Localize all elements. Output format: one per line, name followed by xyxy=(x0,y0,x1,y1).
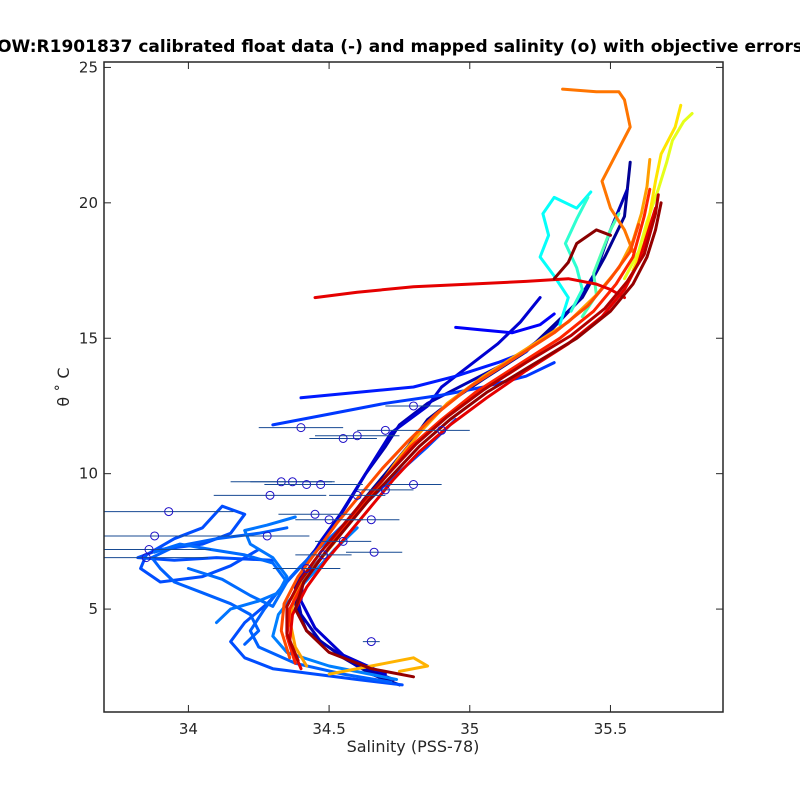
mapped-salinity-marker xyxy=(338,536,348,546)
mapped-salinity-marker xyxy=(380,485,390,495)
mapped-salinity-marker xyxy=(262,531,272,541)
profile-trace xyxy=(561,87,635,254)
profile-trace xyxy=(153,542,289,608)
profile-trace xyxy=(538,190,593,327)
mapped-salinity-marker xyxy=(338,433,348,443)
mapped-salinity-marker xyxy=(150,531,160,541)
profile-trace xyxy=(288,206,657,671)
chart-title: OW:R1901837 calibrated float data (-) an… xyxy=(0,37,800,57)
profile-trace xyxy=(248,499,393,684)
mapped-salinity-marker xyxy=(352,490,362,500)
mapped-salinity-marker xyxy=(164,507,174,517)
tick-labels: 34 34.5 35 35.5 5 10 15 20 25 xyxy=(79,58,627,738)
profile-trace xyxy=(215,515,297,625)
y-tick-label: 25 xyxy=(79,58,98,76)
y-axis-label: θ ˚ C xyxy=(54,367,73,406)
profile-trace xyxy=(150,526,289,646)
x-tick-label: 34 xyxy=(179,720,198,738)
mapped-salinity-marker xyxy=(324,515,334,525)
mapped-salinity-marker xyxy=(437,425,447,435)
profile-trace xyxy=(293,201,663,679)
mapped-salinity-marker xyxy=(316,480,326,489)
x-tick-label: 35 xyxy=(460,720,479,738)
mapped-salinity-marker xyxy=(144,545,154,554)
profile-trace xyxy=(552,228,612,281)
x-axis-label: Salinity (PSS-78) xyxy=(347,737,480,756)
mapped-salinity-marker xyxy=(409,480,418,489)
x-tick-label: 34.5 xyxy=(312,720,345,738)
mapped-salinity-marker xyxy=(369,547,379,557)
y-tick-label: 5 xyxy=(88,600,98,618)
mapped-salinity-marker xyxy=(366,637,376,647)
profile-trace xyxy=(623,112,694,281)
mapped-salinity-marker xyxy=(296,423,306,433)
mapped-salinity-marker xyxy=(310,509,320,519)
mapped-salinity-marker xyxy=(318,550,328,560)
mapped-salinity-marker xyxy=(265,490,275,500)
profile-trace xyxy=(271,361,556,427)
x-tick-label: 35.5 xyxy=(594,720,627,738)
y-tick-label: 10 xyxy=(79,465,98,483)
profile-trace xyxy=(313,277,626,300)
y-tick-label: 15 xyxy=(79,329,98,347)
profile-trace xyxy=(279,223,641,660)
profile-trace xyxy=(327,656,430,676)
plot-frame xyxy=(103,61,724,713)
profile-trace xyxy=(299,350,528,400)
profile-trace xyxy=(299,296,542,676)
y-tick-label: 20 xyxy=(79,194,98,212)
axis-ticks xyxy=(104,62,723,712)
mapped-salinity-marker xyxy=(352,431,362,441)
profile-traces xyxy=(136,87,694,687)
mapped-salinity-marker xyxy=(409,401,418,411)
mapped-salinity-markers xyxy=(104,401,470,647)
mapped-salinity-marker xyxy=(288,477,298,487)
mapped-salinity-marker xyxy=(380,425,390,435)
mapped-salinity-marker xyxy=(302,563,312,573)
profile-trace xyxy=(454,312,556,335)
mapped-salinity-marker xyxy=(141,553,151,563)
mapped-salinity-marker xyxy=(366,515,376,525)
